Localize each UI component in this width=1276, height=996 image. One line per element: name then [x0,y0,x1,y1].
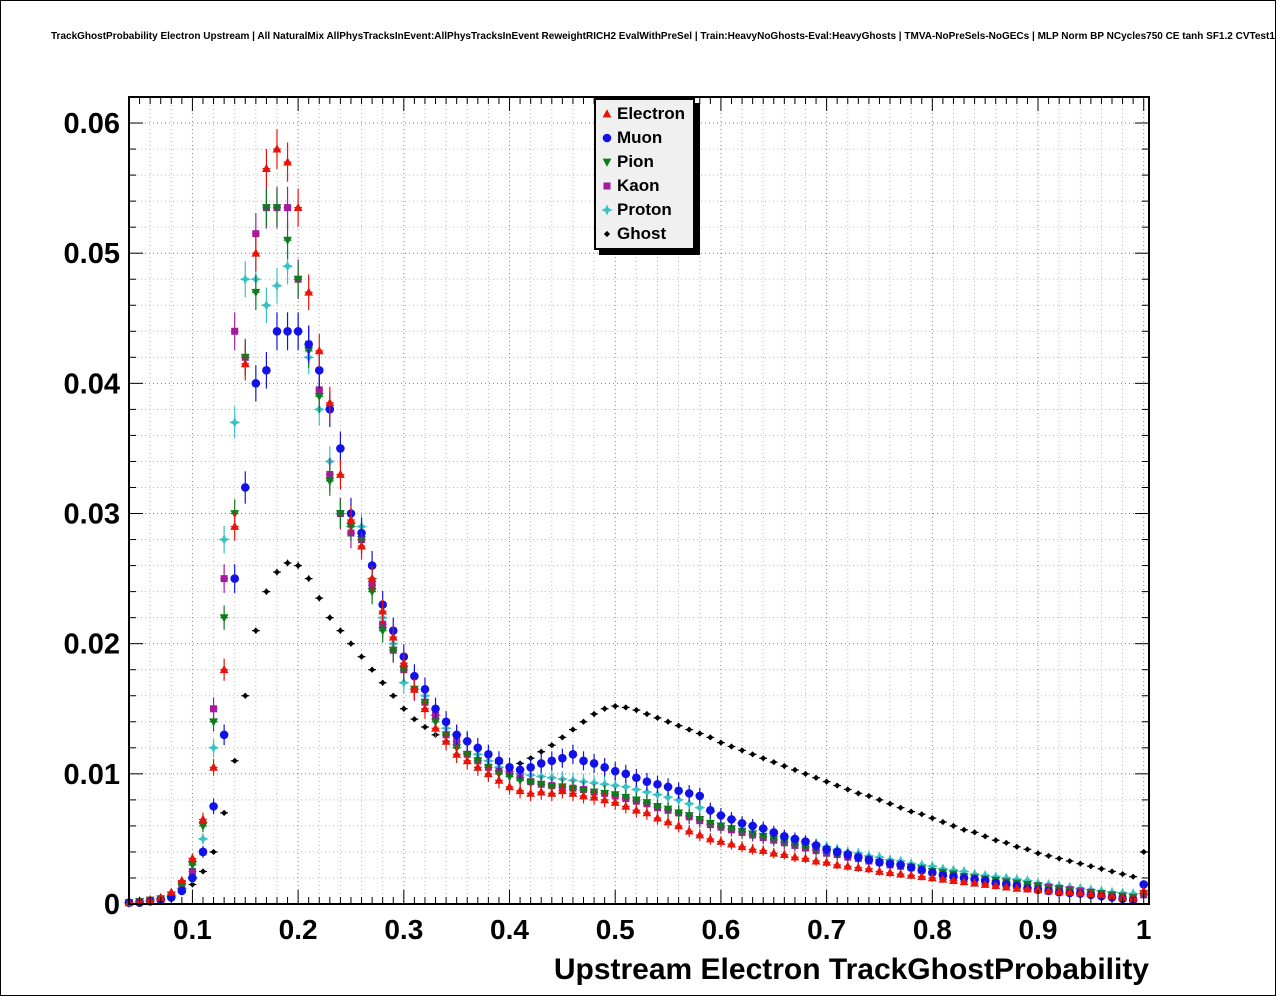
x-tick-label: 0.1 [173,914,212,945]
x-tick-label: 1 [1136,914,1152,945]
y-tick-label: 0.04 [64,368,120,400]
x-tick-label: 0.3 [384,914,423,945]
triangle-up-marker-icon [602,109,612,118]
y-tick-label: 0.02 [64,629,120,661]
x-tick-label: 0.7 [807,914,846,945]
star4-marker-icon [601,204,613,216]
y-tick-label: 0.03 [64,499,120,531]
x-tick-label: 0.5 [596,914,635,945]
plot-title: TrackGhostProbability Electron Upstream … [51,31,1276,42]
x-tick-label: 0.6 [701,914,740,945]
x-tick-label: 0.4 [490,914,529,945]
square-marker-icon [603,182,611,190]
legend-label: Kaon [617,176,660,195]
legend-label: Muon [617,128,663,147]
x-axis-title: Upstream Electron TrackGhostProbability [554,953,1149,986]
legend-entry-pion: Pion [599,150,685,174]
legend-entry-kaon: Kaon [599,174,685,198]
y-tick-label: 0.05 [64,238,120,270]
plot-frame [128,96,1150,905]
diamond-marker-icon [603,230,611,238]
x-tick-label: 0.9 [1019,914,1058,945]
x-tick-label: 0.2 [279,914,318,945]
grid-lines [129,96,1149,905]
y-tick-label: 0.01 [64,759,120,791]
legend-label: Electron [617,104,686,123]
legend-entry-proton: Proton [599,198,685,222]
legend: Electron Muon Pion Kaon Proton Ghost [594,98,696,250]
x-tick-label: 0.8 [913,914,952,945]
legend-label: Proton [617,200,672,219]
series-electron [124,129,1149,907]
y-tick-label: 0.06 [64,108,120,140]
y-tick-label: 0 [104,889,120,921]
circle-marker-icon [602,133,612,143]
series-pion [124,188,1149,908]
legend-label: Pion [617,152,654,171]
legend-entry-ghost: Ghost [599,222,685,246]
series-ghost [125,559,1148,905]
legend-entry-muon: Muon [599,126,685,150]
legend-entry-electron: Electron [599,102,685,126]
triangle-down-marker-icon [602,158,612,167]
legend-label: Ghost [617,224,667,243]
